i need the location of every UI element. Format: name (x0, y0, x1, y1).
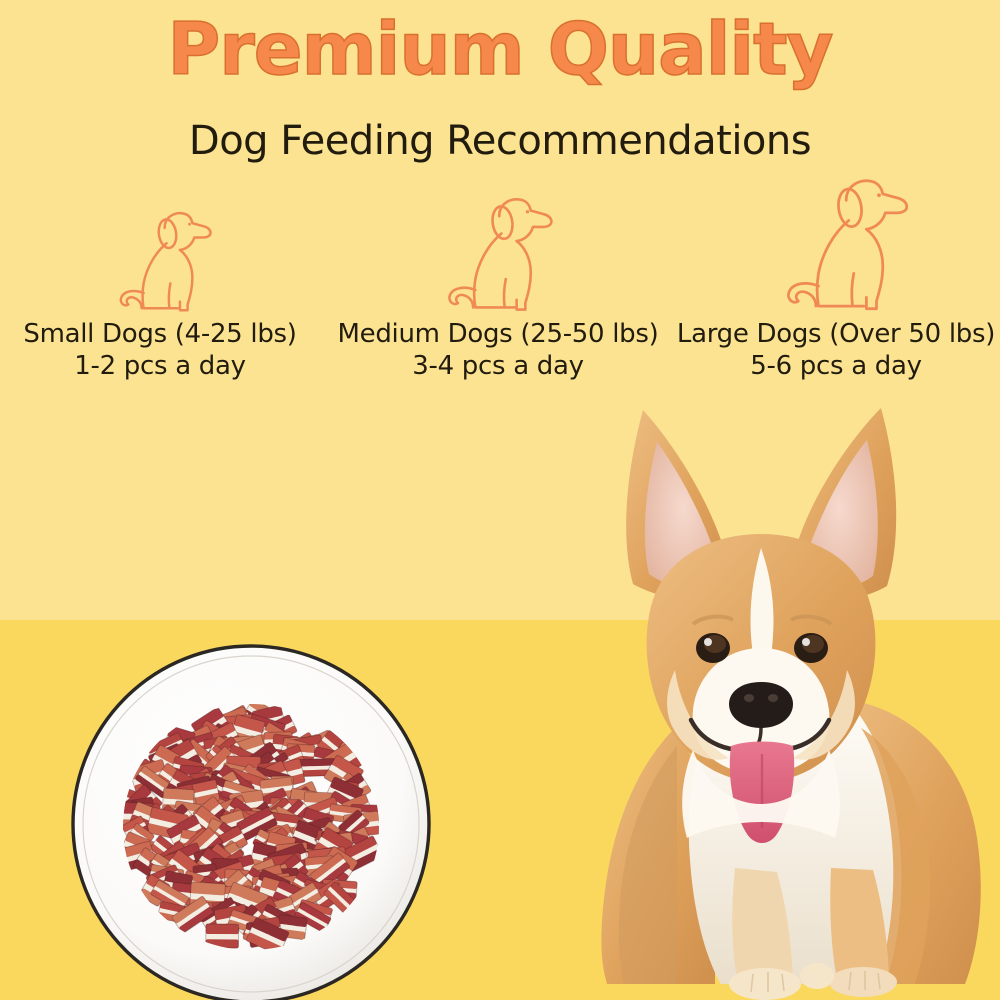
treat-cube (236, 806, 278, 841)
amount-label-small: 1-2 pcs a day (74, 351, 246, 381)
treat-cube (323, 881, 359, 917)
treat-cube (171, 896, 214, 934)
treat-pile (123, 704, 379, 950)
size-label-large: Large Dogs (Over 50 lbs) (676, 319, 996, 349)
feeding-caption-medium: Medium Dogs (25-50 lbs) 3-4 pcs a day (328, 318, 668, 382)
page-subtitle: Dog Feeding Recommendations (188, 118, 812, 164)
sitting-dog-icon (448, 198, 553, 311)
feeding-icon-row (0, 170, 1000, 315)
amount-label-medium: 3-4 pcs a day (412, 351, 584, 381)
feeding-caption-large: Large Dogs (Over 50 lbs) 5-6 pcs a day (672, 318, 1000, 382)
feeding-caption-small: Small Dogs (4-25 lbs) 1-2 pcs a day (0, 318, 320, 382)
treat-cube (294, 902, 332, 933)
treat-cube (185, 779, 221, 807)
feeding-icon-large (755, 170, 945, 315)
size-label-small: Small Dogs (4-25 lbs) (23, 319, 297, 349)
size-label-medium: Medium Dogs (25-50 lbs) (337, 319, 659, 349)
amount-label-large: 5-6 pcs a day (750, 351, 922, 381)
treat-cube (135, 765, 172, 799)
plate-of-dog-treats-photo (70, 643, 432, 1000)
page-title: Premium Quality (167, 7, 834, 91)
feeding-icon-medium (420, 190, 585, 315)
sitting-dog-icon (119, 211, 212, 312)
sitting-dog-icon (787, 179, 909, 311)
corgi-dog-photo (525, 398, 1000, 1000)
feeding-icon-small (95, 205, 240, 315)
